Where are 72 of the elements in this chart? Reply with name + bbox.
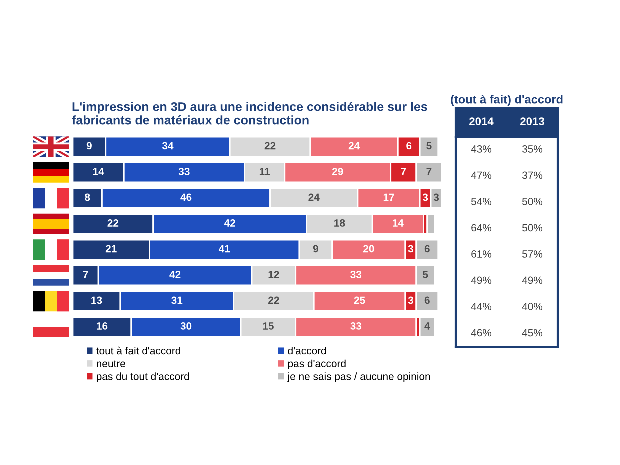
- data-label: 9: [313, 245, 318, 253]
- text: 46%: [471, 329, 492, 337]
- text: 43%: [471, 146, 492, 153]
- text: 50%: [522, 224, 543, 232]
- data-label: 33: [350, 322, 362, 330]
- data-label: 3: [434, 194, 440, 202]
- data-label: 14: [93, 168, 104, 176]
- data-label: 6: [424, 296, 430, 304]
- data-label: 11: [260, 168, 270, 176]
- text: 50%: [522, 198, 543, 206]
- legend-label: pas d'accord: [288, 360, 346, 370]
- data-label: 31: [172, 296, 183, 304]
- data-label: 22: [264, 142, 276, 150]
- data-label: 24: [308, 194, 320, 202]
- data-label: 34: [162, 142, 174, 150]
- data-label: 33: [178, 168, 190, 176]
- text: 44%: [471, 303, 492, 310]
- text: 47%: [471, 172, 492, 180]
- text: (tout à fait) d'accord: [451, 95, 563, 106]
- data-label: 41: [218, 245, 230, 253]
- data-label: 9: [86, 142, 92, 150]
- text: 57%: [522, 250, 543, 258]
- data-label: 15: [263, 322, 274, 330]
- data-label: 3: [422, 194, 428, 202]
- data-label: 17: [384, 194, 394, 202]
- text: 35%: [522, 146, 543, 153]
- text: 54%: [471, 198, 492, 206]
- data-label: 22: [268, 296, 280, 304]
- text: 37%: [522, 172, 543, 180]
- data-label: 22: [108, 220, 119, 227]
- data-label: 14: [393, 220, 404, 227]
- text: 61%: [472, 250, 492, 258]
- data-label: 24: [348, 142, 360, 150]
- data-label: 3: [408, 245, 414, 253]
- text: 49%: [471, 276, 492, 284]
- data-label: 6: [406, 142, 412, 150]
- category-label: 2013: [520, 118, 544, 126]
- data-label: 20: [364, 245, 374, 253]
- data-label: 21: [106, 245, 117, 253]
- data-label: 46: [180, 194, 192, 202]
- legend-label: neutre: [97, 360, 126, 368]
- data-label: 6: [424, 245, 430, 253]
- data-label: 16: [97, 322, 108, 330]
- data-label: 42: [170, 271, 181, 278]
- text: 64%: [472, 224, 492, 232]
- data-label: 5: [422, 271, 428, 278]
- chart-title: L'impression en 3D aura une incidence considérable sur les fabricants de matériaux de construction: [72, 102, 428, 125]
- text: 40%: [522, 303, 543, 310]
- text: 45%: [522, 329, 543, 337]
- data-label: 8: [85, 194, 90, 202]
- data-label: 25: [354, 296, 366, 304]
- data-label: 5: [426, 142, 432, 150]
- category-label: 2014: [470, 118, 494, 126]
- data-label: 13: [92, 296, 102, 304]
- bar: [419, 316, 436, 338]
- data-label: 42: [224, 220, 236, 227]
- bar: [426, 214, 436, 235]
- data-label: 3: [408, 296, 414, 304]
- data-label: 7: [83, 271, 88, 278]
- legend-label: je ne sais pas / aucune opinion: [288, 372, 430, 382]
- data-label: 4: [424, 322, 430, 330]
- data-label: 7: [426, 168, 432, 176]
- data-label: 33: [350, 271, 362, 278]
- data-label: 7: [401, 168, 406, 176]
- data-label: 18: [334, 220, 346, 227]
- data-label: 30: [180, 322, 192, 330]
- text: 49%: [522, 276, 543, 284]
- legend-label: d'accord: [288, 347, 326, 355]
- data-label: 29: [332, 168, 344, 176]
- legend-label: pas du tout d'accord: [97, 372, 190, 382]
- data-label: 12: [268, 271, 280, 278]
- legend-label: tout à fait d'accord: [96, 346, 180, 355]
